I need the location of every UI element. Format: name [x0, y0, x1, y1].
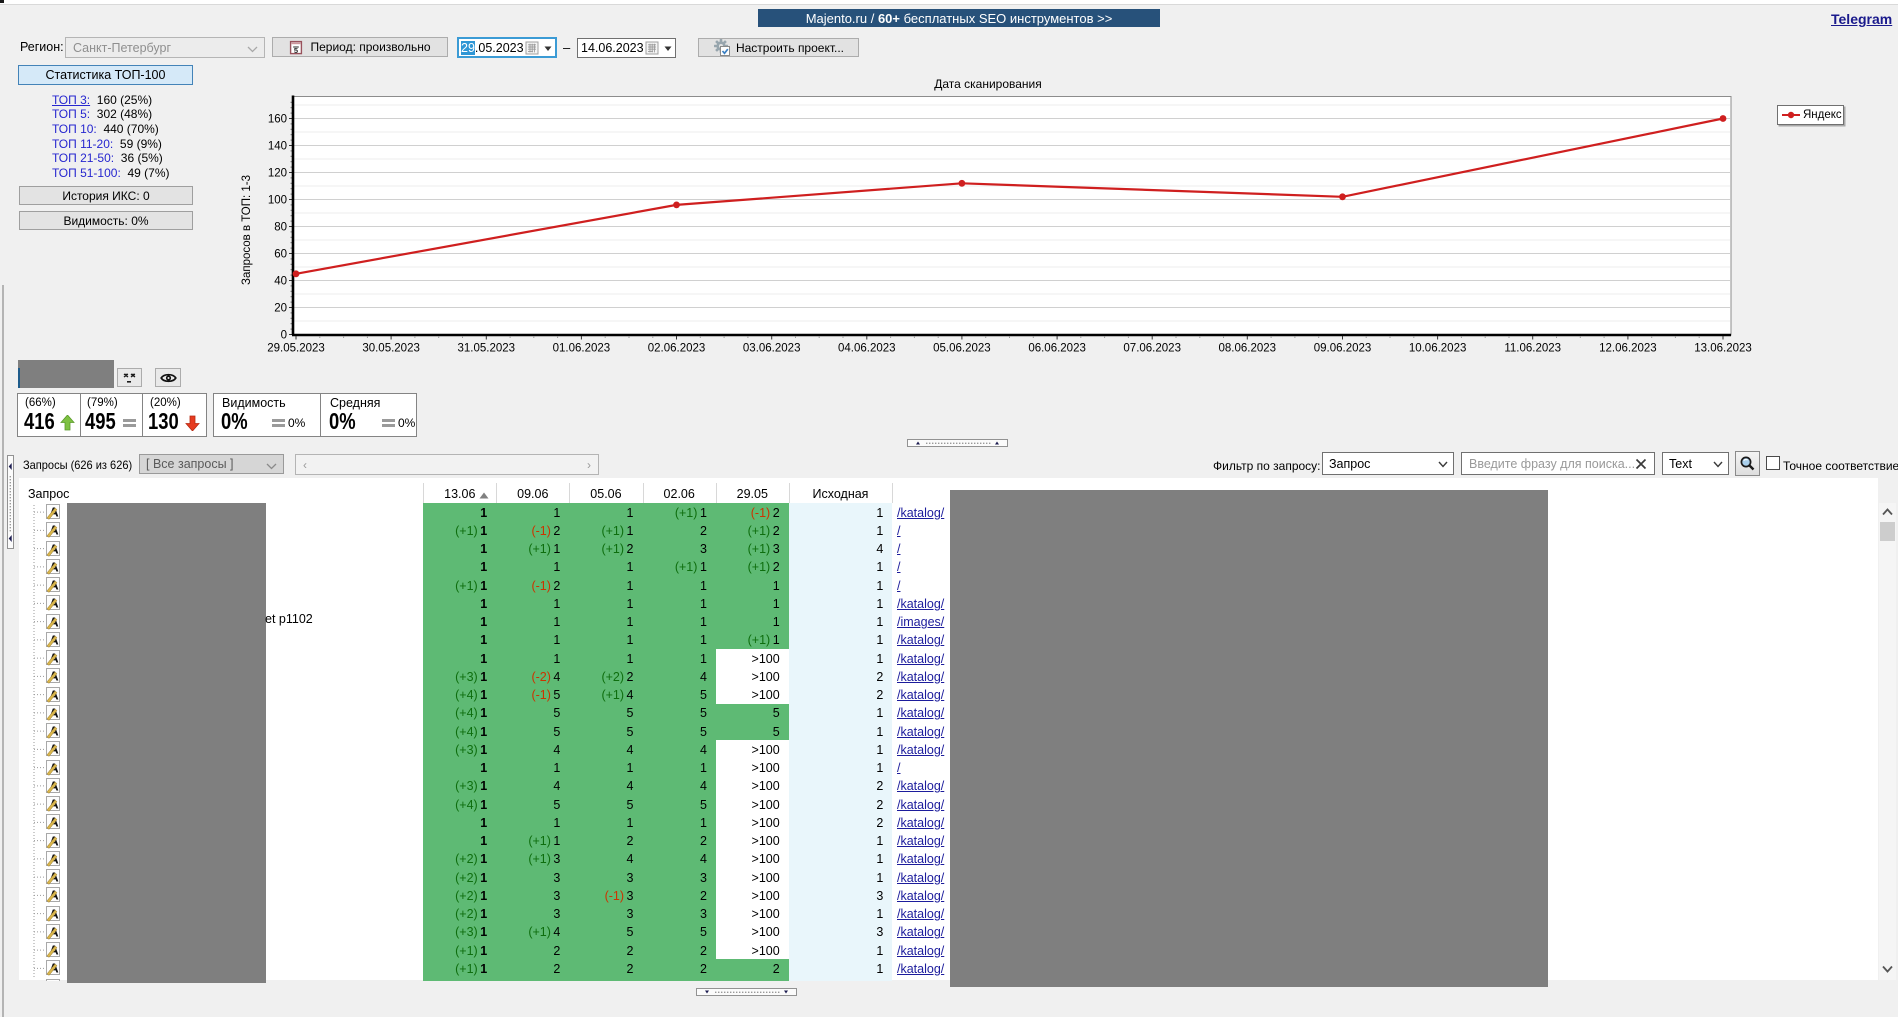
svg-text:04.06.2023: 04.06.2023 [838, 343, 896, 355]
svg-text:05.06.2023: 05.06.2023 [933, 343, 991, 355]
svg-text:03.06.2023: 03.06.2023 [743, 343, 801, 355]
svg-text:12.06.2023: 12.06.2023 [1599, 343, 1657, 355]
svg-text:07.06.2023: 07.06.2023 [1123, 343, 1181, 355]
svg-text:100: 100 [268, 195, 287, 207]
svg-text:02.06.2023: 02.06.2023 [648, 343, 706, 355]
svg-text:20: 20 [274, 303, 287, 315]
svg-text:60: 60 [274, 249, 287, 261]
svg-text:40: 40 [274, 276, 287, 288]
svg-text:140: 140 [268, 141, 287, 153]
svg-text:01.06.2023: 01.06.2023 [553, 343, 611, 355]
svg-text:160: 160 [268, 114, 287, 126]
svg-text:08.06.2023: 08.06.2023 [1219, 343, 1277, 355]
svg-text:31.05.2023: 31.05.2023 [458, 343, 516, 355]
svg-text:5: 5 [294, 46, 298, 55]
svg-text:120: 120 [268, 168, 287, 180]
svg-text:0: 0 [281, 330, 287, 342]
svg-text:29.05.2023: 29.05.2023 [267, 343, 325, 355]
svg-text:10.06.2023: 10.06.2023 [1409, 343, 1467, 355]
svg-text:80: 80 [274, 222, 287, 234]
svg-text:13.06.2023: 13.06.2023 [1694, 343, 1752, 355]
svg-text:09.06.2023: 09.06.2023 [1314, 343, 1372, 355]
svg-text:Дата сканирования: Дата сканирования [934, 77, 1042, 91]
svg-text:11.06.2023: 11.06.2023 [1504, 343, 1561, 355]
svg-text:A: A [49, 979, 59, 980]
svg-text:30.05.2023: 30.05.2023 [362, 343, 420, 355]
svg-text:06.06.2023: 06.06.2023 [1028, 343, 1086, 355]
